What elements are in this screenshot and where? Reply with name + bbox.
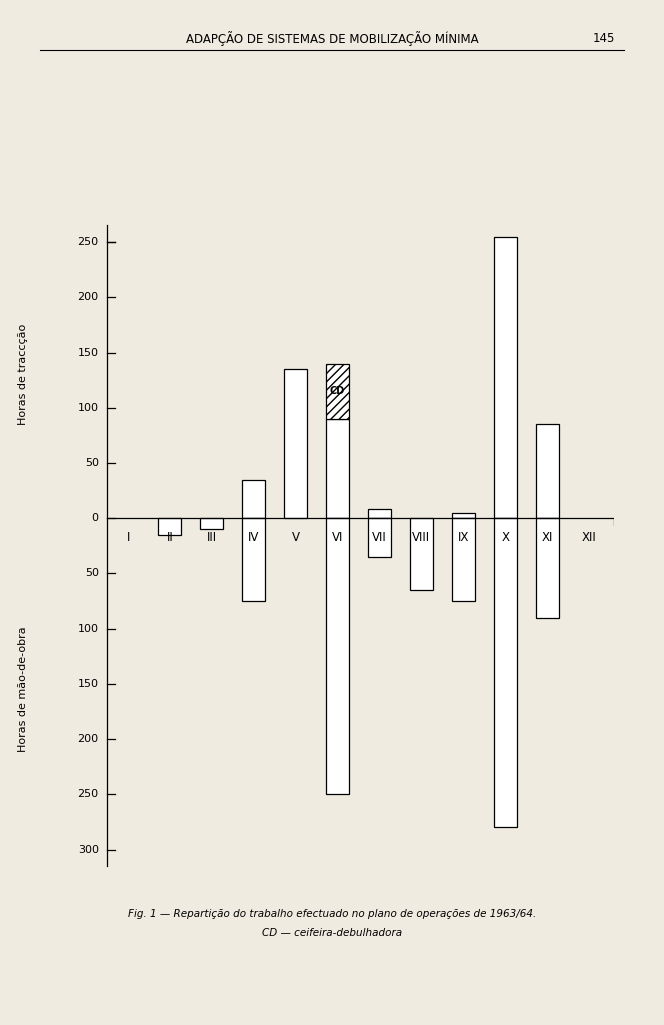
Text: 145: 145 — [593, 33, 616, 45]
Text: 50: 50 — [85, 458, 99, 468]
Text: VII: VII — [372, 531, 387, 544]
Text: ADAPÇÃO DE SISTEMAS DE MOBILIZAÇÃO MÍNIMA: ADAPÇÃO DE SISTEMAS DE MOBILIZAÇÃO MÍNIM… — [186, 32, 478, 46]
Bar — [452, 512, 475, 519]
Text: Fig. 1 — Repartição do trabalho efectuado no plano de operações de 1963/64.: Fig. 1 — Repartição do trabalho efectuad… — [128, 909, 536, 919]
Text: VIII: VIII — [412, 531, 430, 544]
Bar — [242, 480, 266, 519]
Text: IX: IX — [457, 531, 469, 544]
Bar — [536, 519, 558, 618]
Text: V: V — [291, 531, 299, 544]
Text: XII: XII — [582, 531, 596, 544]
Text: 50: 50 — [85, 569, 99, 578]
Text: II: II — [167, 531, 173, 544]
Text: 200: 200 — [78, 292, 99, 302]
Bar — [410, 519, 433, 590]
Text: Horas de traccção: Horas de traccção — [19, 324, 29, 425]
Text: Horas de mão-de-obra: Horas de mão-de-obra — [19, 626, 29, 752]
Text: 200: 200 — [78, 734, 99, 744]
Text: 150: 150 — [78, 347, 99, 358]
Text: CD: CD — [330, 386, 345, 397]
Bar — [284, 369, 307, 519]
Text: 0: 0 — [92, 514, 99, 523]
Bar — [536, 424, 558, 519]
Text: 100: 100 — [78, 623, 99, 633]
Text: CD — ceifeira-debulhadora: CD — ceifeira-debulhadora — [262, 928, 402, 938]
Text: 300: 300 — [78, 845, 99, 855]
Bar — [494, 519, 517, 827]
Bar — [452, 519, 475, 601]
Text: IV: IV — [248, 531, 260, 544]
Bar — [159, 519, 181, 535]
Bar — [326, 419, 349, 519]
Text: VI: VI — [332, 531, 343, 544]
Bar — [326, 364, 349, 419]
Text: 100: 100 — [78, 403, 99, 413]
Bar — [242, 519, 266, 601]
Text: XI: XI — [541, 531, 553, 544]
Bar — [368, 509, 391, 519]
Text: 150: 150 — [78, 679, 99, 689]
Text: III: III — [207, 531, 217, 544]
Text: X: X — [501, 531, 509, 544]
Text: I: I — [126, 531, 129, 544]
Bar — [201, 519, 223, 529]
Bar — [494, 237, 517, 519]
Bar — [368, 519, 391, 557]
Text: 250: 250 — [78, 789, 99, 800]
Text: 250: 250 — [78, 237, 99, 247]
Bar — [326, 519, 349, 794]
